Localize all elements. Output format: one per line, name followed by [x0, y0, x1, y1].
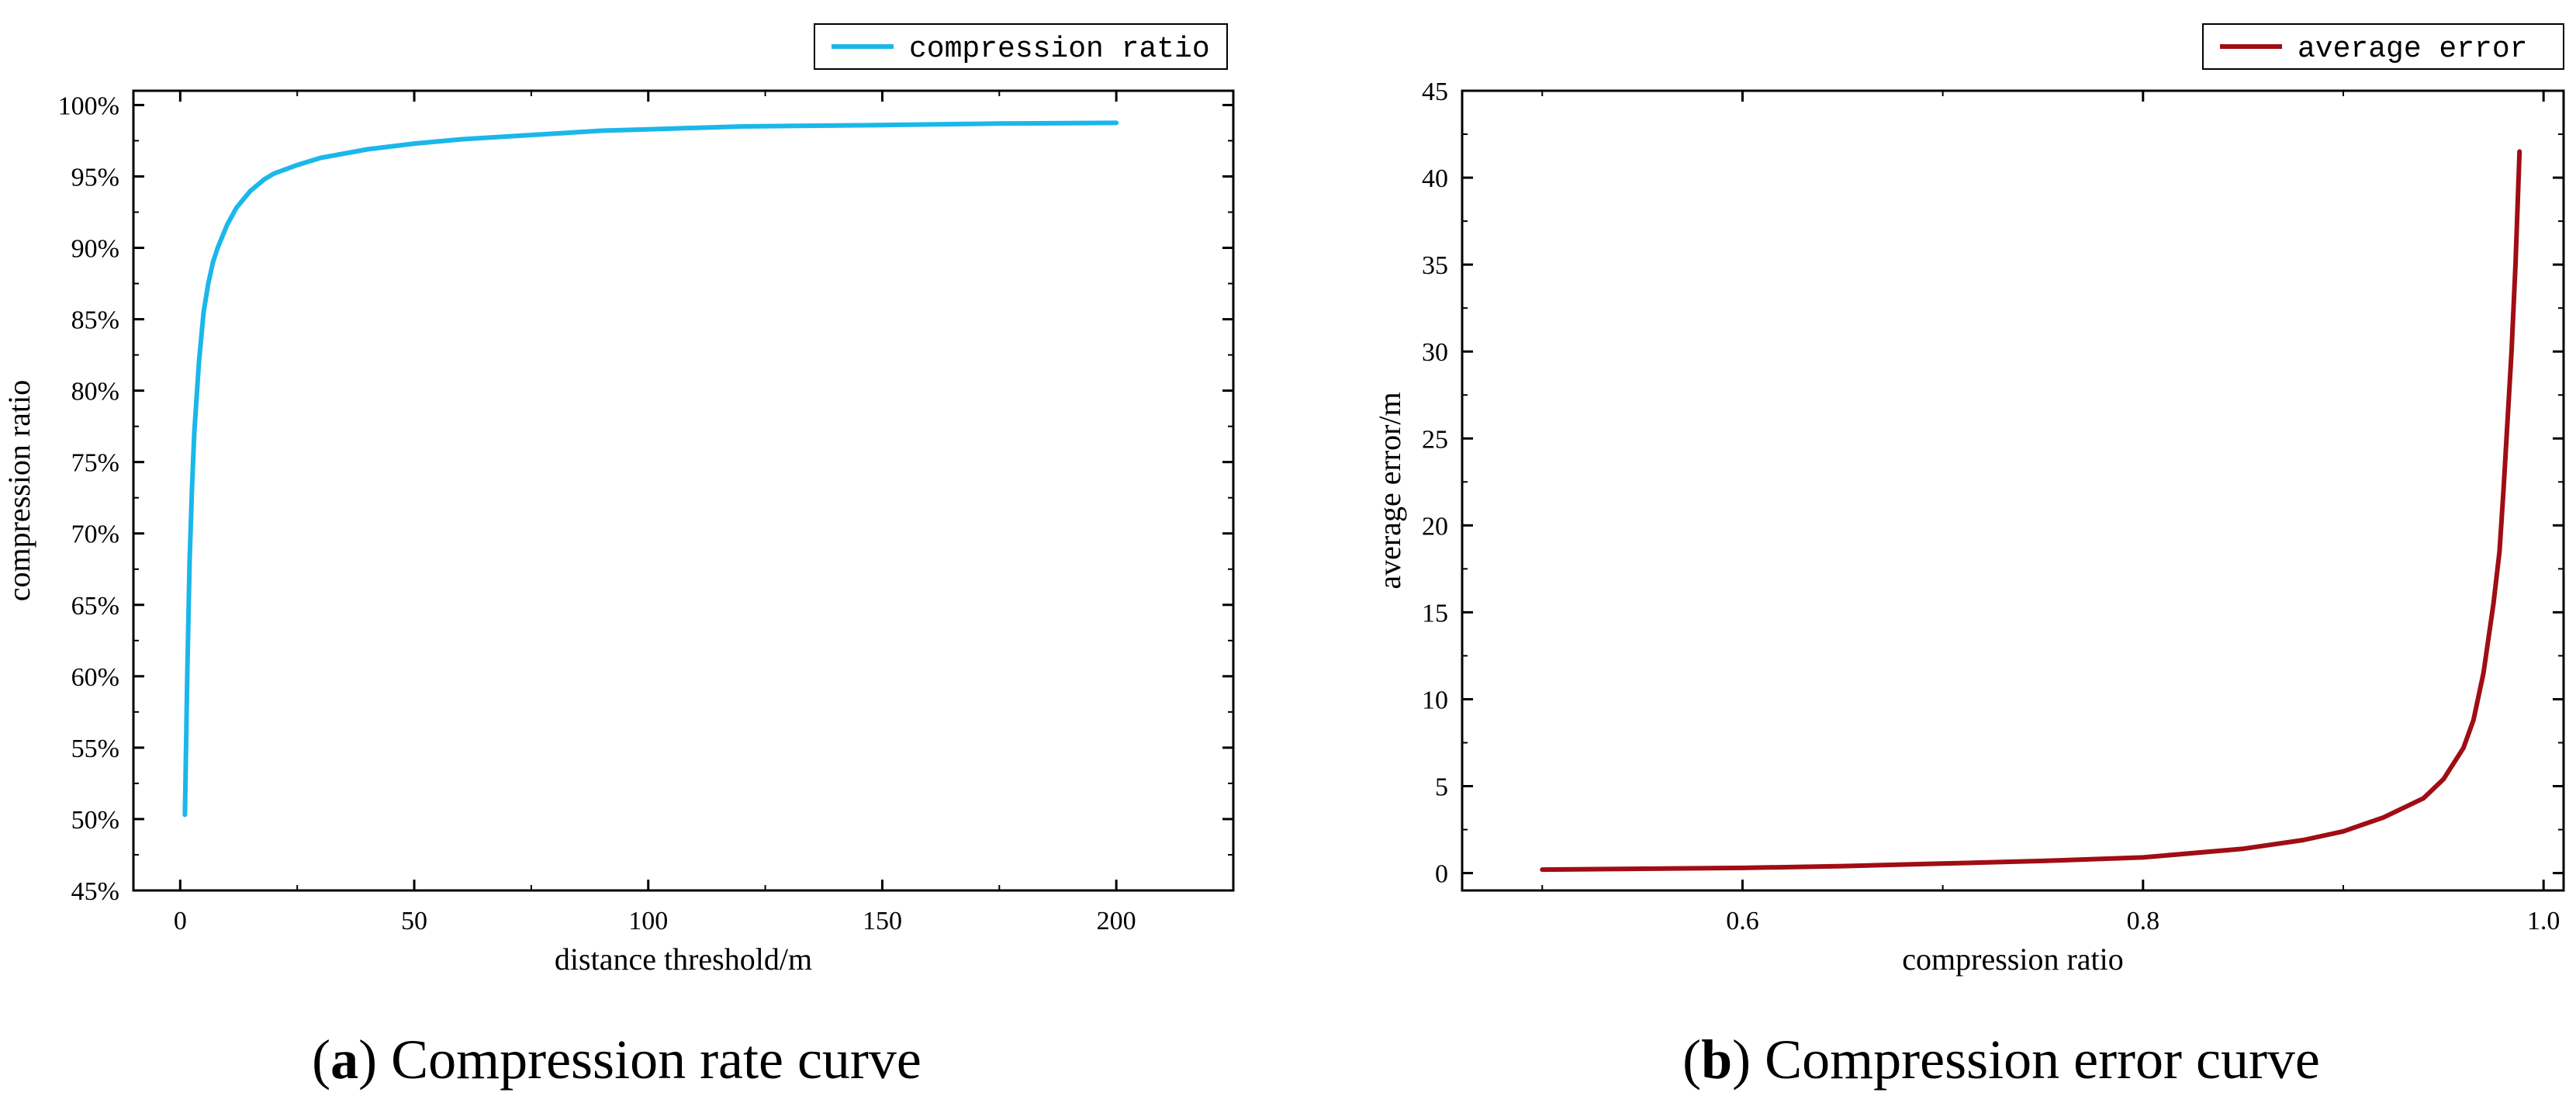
plot-frame: [1461, 89, 2565, 892]
y-axis-title: average error/m: [1372, 392, 1407, 589]
y-tick-label: 0: [1435, 860, 1448, 889]
y-tick-label: 90%: [71, 235, 119, 264]
chart-compression-rate: 0 50 100 150 200 45% 50% 55% 60% 65% 70% 75% 80% 85% 9…: [2, 23, 1235, 1091]
figure-caption: (a) Compression rate curve: [312, 1029, 921, 1091]
x-tick-label: 100: [628, 907, 668, 935]
series-line-average-error: [1540, 149, 2522, 873]
x-tick-label: 0.6: [1726, 907, 1759, 935]
series-line-compression-ratio: [182, 120, 1119, 818]
caption-text: Compression rate curve: [391, 1029, 921, 1091]
legend-label: compression ratio: [909, 33, 1210, 66]
y-tick-label: 85%: [71, 306, 119, 335]
caption-text: Compression error curve: [1765, 1029, 2320, 1091]
caption-label: a: [330, 1029, 358, 1091]
y-tick-label: 50%: [71, 806, 119, 835]
x-tick-label: 0: [174, 907, 187, 935]
figure-caption: (b) Compression error curve: [1682, 1029, 2320, 1091]
y-tick-label: 45%: [71, 877, 119, 906]
x-tick-label: 1.0: [2527, 907, 2560, 935]
y-tick-label: 40: [1422, 164, 1448, 193]
y-tick-label: 60%: [71, 663, 119, 692]
x-tick-label: 50: [401, 907, 427, 935]
plot-frame: [132, 89, 1235, 892]
y-tick-label: 75%: [71, 449, 119, 478]
y-tick-label: 30: [1422, 338, 1448, 367]
x-axis-title: distance threshold/m: [555, 942, 812, 977]
x-axis-title: compression ratio: [1902, 942, 2124, 977]
y-tick-label: 10: [1422, 686, 1448, 714]
y-axis-title: compression ratio: [2, 380, 36, 602]
y-tick-label: 100%: [58, 92, 119, 120]
y-tick-label: 80%: [71, 378, 119, 406]
y-tick-label: 45: [1422, 78, 1448, 106]
y-tick-label: 55%: [71, 735, 119, 763]
y-tick-label: 20: [1422, 512, 1448, 541]
y-tick-label: 5: [1435, 773, 1448, 802]
y-tick-label: 95%: [71, 163, 119, 192]
legend: compression ratio: [814, 23, 1228, 70]
chart-compression-error: 0.6 0.8 1.0 0 5 10 15 20 25 30 35 40 45 compression r…: [1372, 23, 2565, 1091]
x-tick-label: 200: [1097, 907, 1136, 935]
y-tick-label: 65%: [71, 592, 119, 621]
legend-label: average error: [2298, 33, 2527, 66]
y-tick-label: 25: [1422, 425, 1448, 454]
legend: average error: [2202, 23, 2564, 70]
x-tick-label: 150: [863, 907, 902, 935]
y-tick-label: 35: [1422, 251, 1448, 280]
x-tick-label: 0.8: [2127, 907, 2160, 935]
y-tick-label: 15: [1422, 599, 1448, 628]
y-tick-label: 70%: [71, 520, 119, 549]
caption-label: b: [1701, 1029, 1732, 1091]
